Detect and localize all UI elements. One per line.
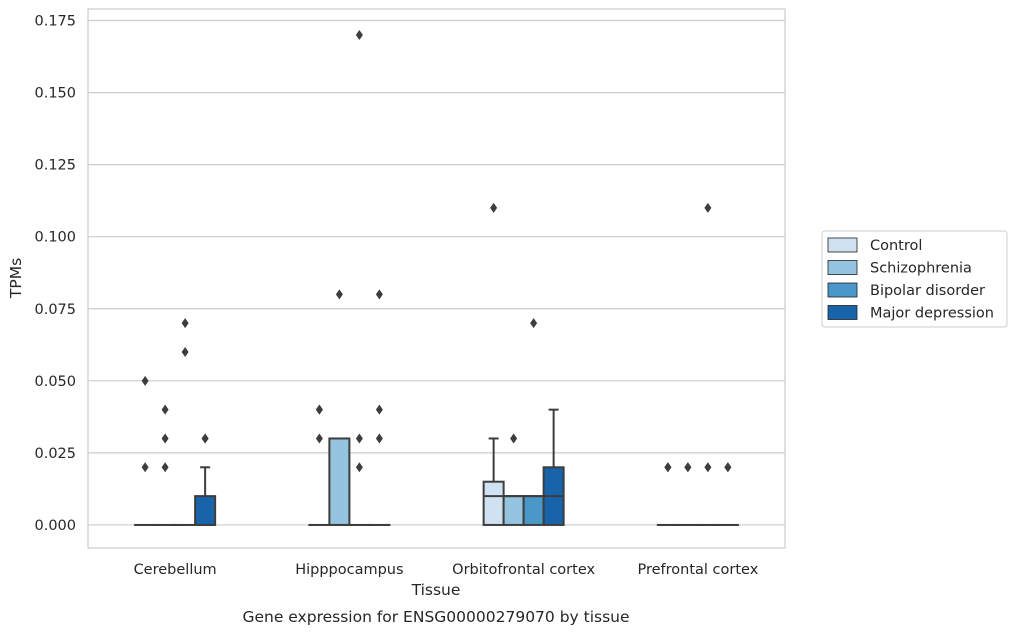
outlier-point [355,433,363,444]
y-axis-label: TPMs [7,258,25,299]
legend-swatch [827,260,858,275]
box [194,495,217,526]
outlier-point [141,375,149,386]
legend-swatch [827,282,858,298]
legend-label: Bipolar disorder [870,283,985,299]
outlier-point [684,462,692,473]
box-group [134,375,157,526]
outlier-point [724,462,732,473]
y-tick-label: 0.025 [34,446,76,462]
outlier-point [181,318,189,329]
outlier-point [335,289,343,300]
box-group [194,433,217,526]
outlier-point [355,462,363,473]
plot-frame [87,8,786,549]
outlier-point [315,433,323,444]
box-group [502,433,525,526]
y-tick-label: 0.175 [34,14,76,30]
x-tick-label: Hipppocampus [295,562,403,578]
legend-label: Schizophrenia [870,261,972,277]
box-group [174,318,197,526]
gridlines [88,19,785,526]
outlier-point [510,433,518,444]
x-tick-label: Prefrontal cortex [637,562,758,578]
box-group [482,202,505,526]
x-tick-label: Orbitofrontal cortex [452,562,595,578]
box-group [368,289,391,526]
y-tick-label: 0.100 [34,230,76,246]
outlier-point [181,347,189,357]
box-group [542,408,565,526]
legend-swatch [827,237,858,253]
boxes [134,29,739,526]
y-tick-label: 0.000 [34,518,76,534]
box-group [676,462,699,526]
x-tick-label: Cerebellum [134,562,217,578]
outlier-point [375,289,383,300]
legend-label: Control [870,238,922,254]
box [328,437,351,526]
outlier-point [161,433,169,444]
box-group [348,29,371,526]
box-group [656,462,679,526]
box [502,495,525,526]
chart-caption: Gene expression for ENSG00000279070 by t… [242,608,629,626]
box-group [328,289,351,526]
outlier-point [664,462,672,473]
outlier-point [355,29,363,40]
y-tick-label: 0.075 [34,302,76,318]
outlier-point [704,462,712,473]
y-tick-labels: 0.000 0.025 0.050 0.075 0.100 0.125 0.150 0.175 [34,14,76,534]
outlier-point [315,404,323,415]
box-group [154,404,177,526]
outlier-point [704,202,712,213]
outlier-point [490,202,498,213]
legend: Control Schizophrenia Bipolar disorder Majo… [821,230,1008,328]
box [522,495,545,526]
outlier-point [201,433,209,444]
legend-label: Major depression [870,306,994,322]
legend-frame [821,230,1008,328]
legend-swatch [827,305,858,320]
outlier-point [161,462,169,473]
y-tick-label: 0.050 [34,374,76,390]
box-group [522,318,545,526]
y-tick-label: 0.150 [34,86,76,102]
y-tick-label: 0.125 [34,158,76,174]
box-group [696,202,719,526]
outlier-point [161,404,169,415]
box-group [308,404,331,526]
x-tick-labels: Cerebellum Hipppocampus Orbitofrontal cort… [134,562,759,578]
box-group [716,462,739,526]
outlier-point [375,433,383,444]
outlier-point [141,462,149,473]
box [482,480,505,526]
outlier-point [530,318,538,329]
x-axis-label: Tissue [411,581,461,599]
outlier-point [375,404,383,415]
